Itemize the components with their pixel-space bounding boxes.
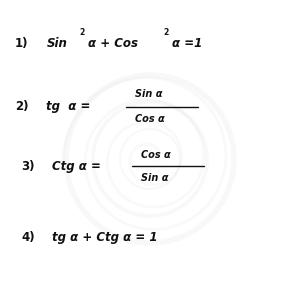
Text: 2: 2 [164,28,169,37]
Text: α + Cos: α + Cos [88,37,139,50]
Text: 3): 3) [21,160,34,173]
Text: 1): 1) [15,37,28,50]
Text: Cos α: Cos α [135,113,165,124]
Text: Cos α: Cos α [141,149,171,160]
Text: α =1: α =1 [172,37,203,50]
Text: Sin α: Sin α [141,173,169,183]
Text: 2): 2) [15,100,28,113]
Text: tg α + Ctg α = 1: tg α + Ctg α = 1 [52,230,158,244]
Text: Sin: Sin [46,37,68,50]
Text: Ctg α =: Ctg α = [52,160,101,173]
Text: tg  α =: tg α = [46,100,91,113]
Text: 4): 4) [21,230,34,244]
Text: Sin α: Sin α [135,89,163,100]
Text: 2: 2 [80,28,85,37]
